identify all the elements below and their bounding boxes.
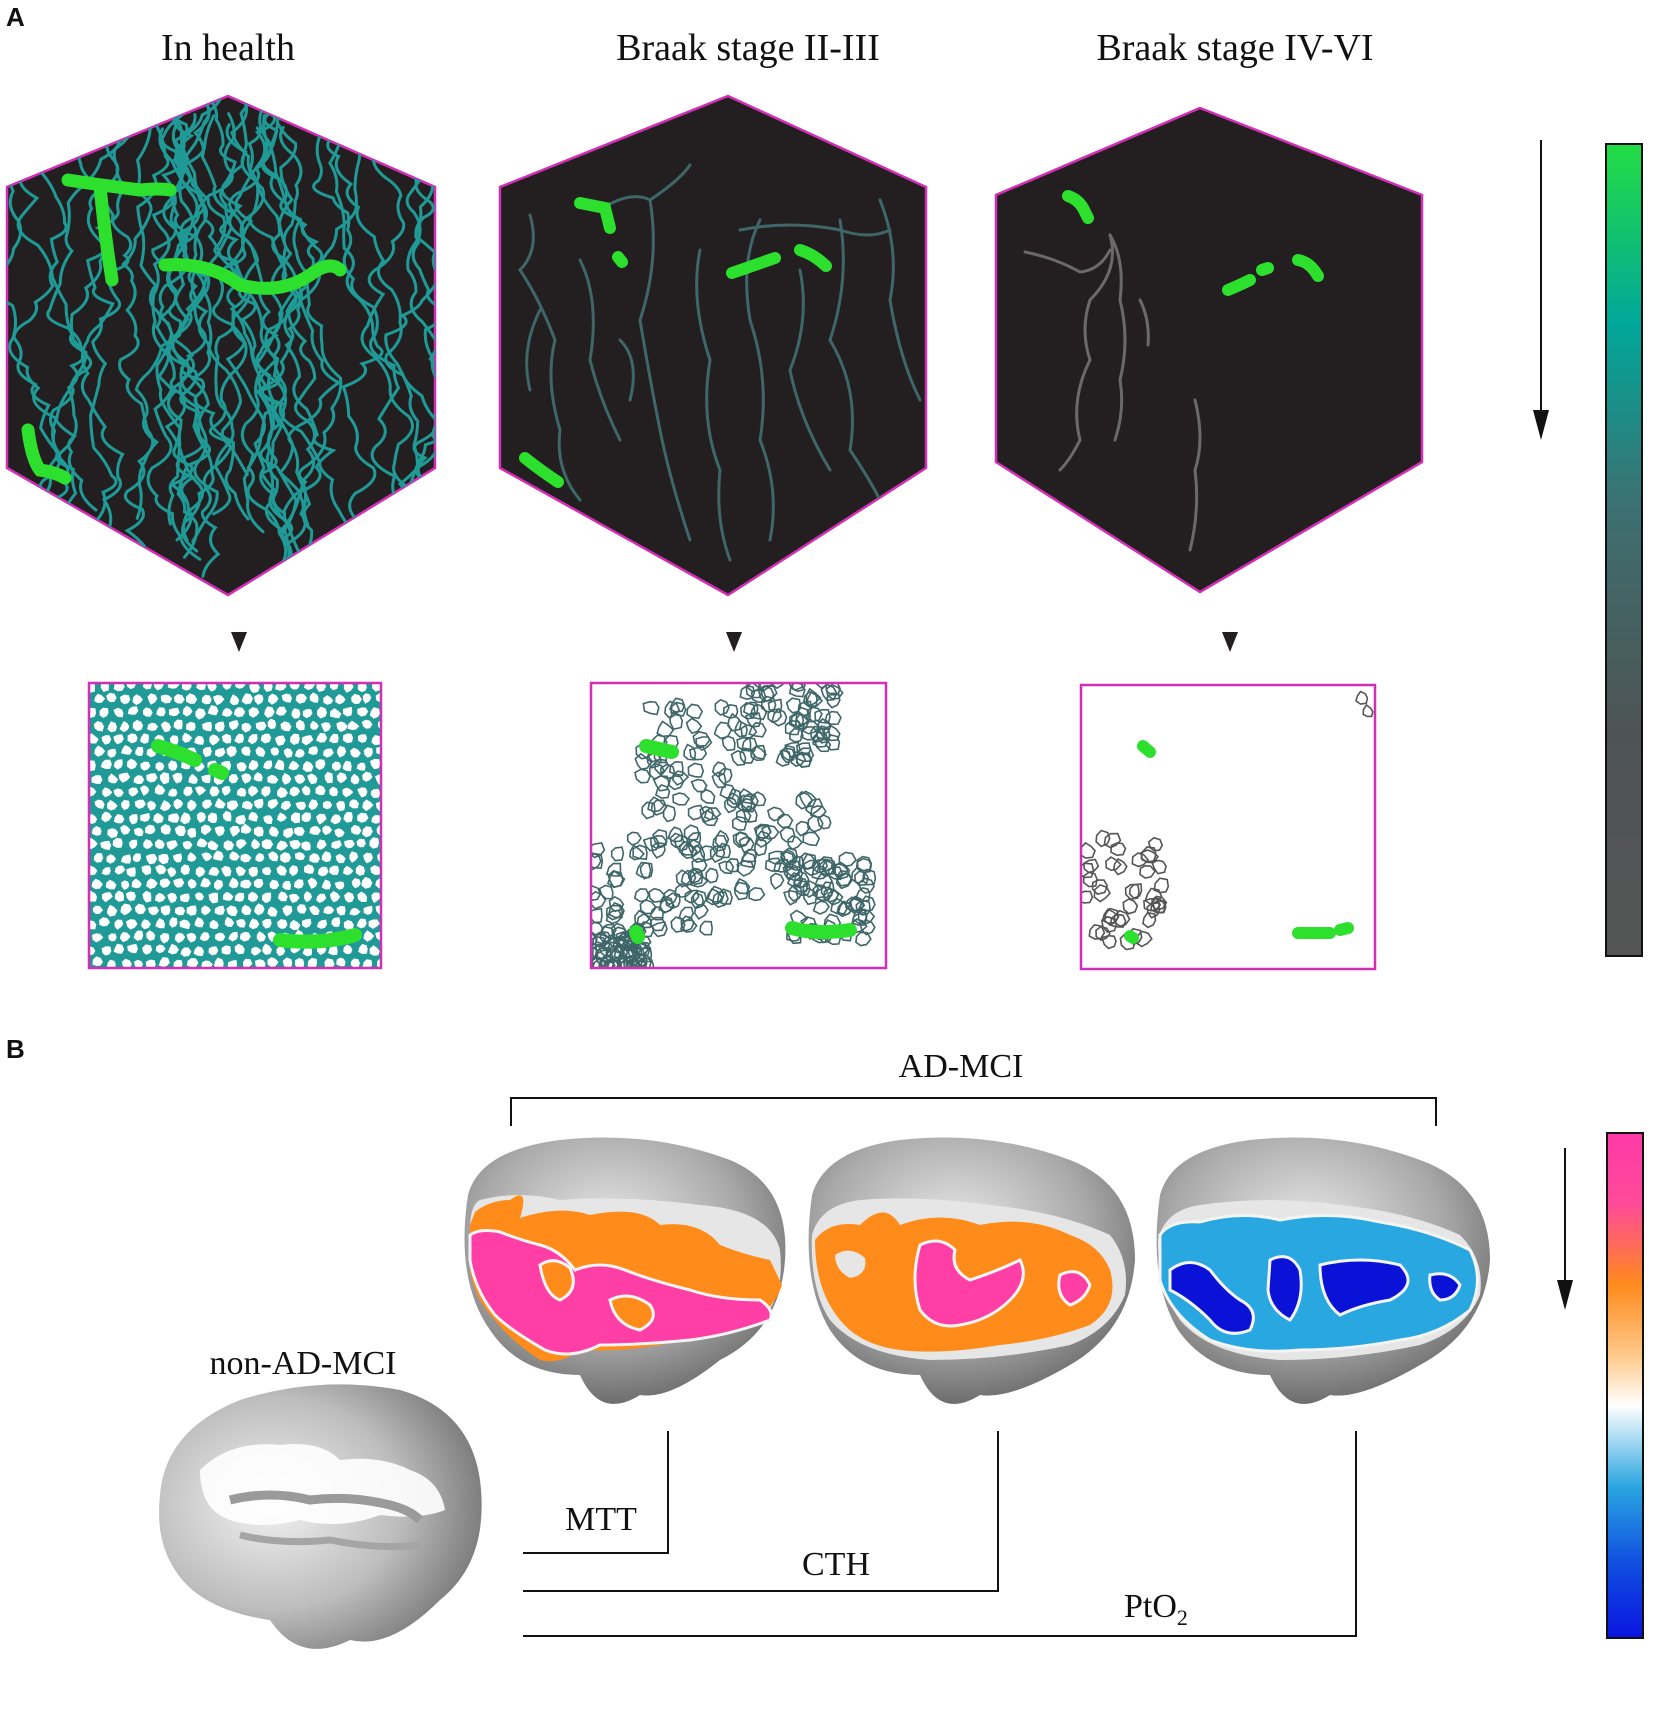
stage-title-health: In health	[161, 27, 295, 69]
brain-map-cth	[808, 1137, 1135, 1404]
trend-arrow-a	[1533, 140, 1549, 440]
cross-section-health	[87, 681, 383, 970]
down-triangle-3	[1222, 632, 1238, 652]
trend-arrow-b	[1557, 1148, 1573, 1310]
colorbar-b	[1606, 1132, 1644, 1639]
measure-label-pto2: PtO2	[1124, 1588, 1188, 1630]
connector-lines	[523, 1431, 1357, 1637]
group-label-ad-mci: AD-MCI	[899, 1048, 1024, 1085]
cross-section-braak-4-6	[1079, 683, 1377, 971]
stage-title-braak-4-6: Braak stage IV-VI	[1096, 27, 1373, 69]
flow-capillaries-braak-4-6	[1062, 190, 1324, 296]
measure-label-cth: CTH	[802, 1546, 870, 1583]
down-triangle-2	[726, 632, 742, 652]
tissue-cube-braak-4-6	[994, 106, 1424, 594]
pto2-main: PtO	[1124, 1588, 1177, 1625]
panel-a-letter: A	[6, 2, 25, 32]
group-bracket	[510, 1097, 1437, 1126]
flow-capillaries-braak-2-3	[519, 197, 832, 488]
stage-title-braak-2-3: Braak stage II-III	[616, 27, 880, 69]
brain-map-pto2	[1156, 1137, 1490, 1404]
tissue-cube-braak-2-3	[498, 94, 928, 597]
colorbar-a	[1605, 143, 1643, 957]
down-triangle-1	[231, 632, 247, 652]
tissue-cube-health	[5, 94, 437, 597]
brain-control	[159, 1384, 482, 1649]
pto2-subscript: 2	[1177, 1605, 1188, 1630]
control-label: non-AD-MCI	[210, 1345, 397, 1382]
flow-capillaries-health	[21, 173, 347, 485]
panel-b-letter: B	[6, 1034, 25, 1064]
brain-map-mtt	[464, 1137, 786, 1404]
measure-label-mtt: MTT	[565, 1501, 637, 1538]
cross-section-braak-2-3	[589, 681, 888, 970]
